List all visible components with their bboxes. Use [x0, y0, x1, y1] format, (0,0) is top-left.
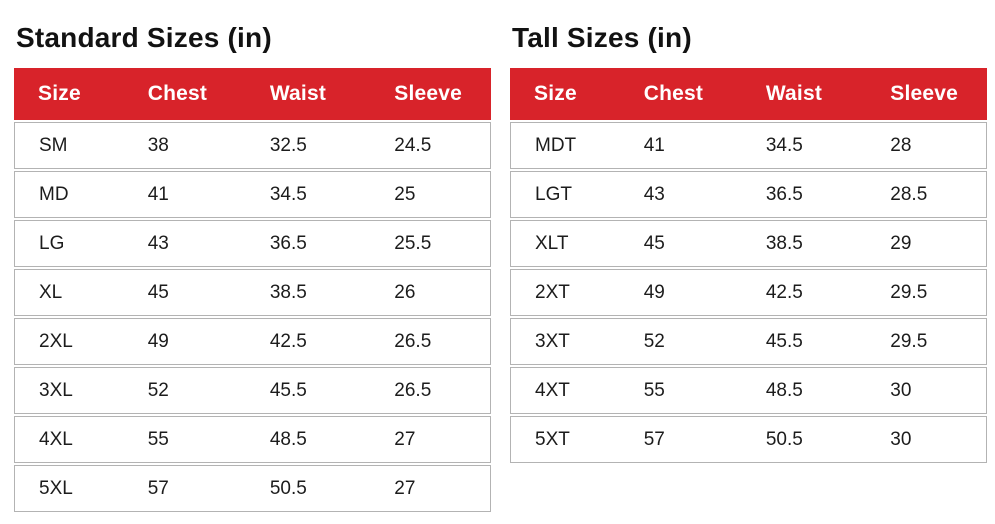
table-cell: 5XL [14, 465, 124, 512]
table-cell: 45.5 [245, 367, 371, 414]
table-cell: 25.5 [370, 220, 491, 267]
column-header: Size [14, 68, 124, 120]
table-cell: 32.5 [245, 122, 371, 169]
table-cell: 42.5 [741, 269, 867, 316]
table-row: 2XL 49 42.5 26.5 [14, 318, 491, 365]
table-cell: 27 [370, 465, 491, 512]
table-cell: 57 [123, 465, 246, 512]
table-row: 5XL 57 50.5 27 [14, 465, 491, 512]
table-cell: 34.5 [741, 122, 867, 169]
table-cell: 38.5 [245, 269, 371, 316]
table-cell: 4XL [14, 416, 124, 463]
table-cell: 25 [370, 171, 491, 218]
standard-sizes-title: Standard Sizes (in) [16, 22, 272, 53]
column-header: Chest [123, 68, 246, 120]
table-row: 3XL 52 45.5 26.5 [14, 367, 491, 414]
table-row: XLT 45 38.5 29 [510, 220, 987, 267]
table-cell: 28 [866, 122, 987, 169]
table-cell: 3XL [14, 367, 124, 414]
table-row: 4XT 55 48.5 30 [510, 367, 987, 414]
table-cell: 24.5 [370, 122, 491, 169]
column-header: Size [510, 68, 620, 120]
table-row: LG 43 36.5 25.5 [14, 220, 491, 267]
column-header: Waist [741, 68, 867, 120]
standard-sizes-table: Size Chest Waist Sleeve SM 38 32.5 24.5 MD 41 34.… [14, 66, 491, 514]
table-cell: 49 [619, 269, 742, 316]
table-cell: 52 [123, 367, 246, 414]
table-cell: MDT [510, 122, 620, 169]
table-cell: 42.5 [245, 318, 371, 365]
table-row: MD 41 34.5 25 [14, 171, 491, 218]
table-cell: 48.5 [741, 367, 867, 414]
table-cell: 45.5 [741, 318, 867, 365]
table-cell: 48.5 [245, 416, 371, 463]
table-cell: 29 [866, 220, 987, 267]
table-cell: SM [14, 122, 124, 169]
column-header: Chest [619, 68, 742, 120]
table-row: 3XT 52 45.5 29.5 [510, 318, 987, 365]
table-cell: XLT [510, 220, 620, 267]
table-cell: 45 [123, 269, 246, 316]
table-cell: MD [14, 171, 124, 218]
table-row: LGT 43 36.5 28.5 [510, 171, 987, 218]
table-cell: 36.5 [741, 171, 867, 218]
tall-sizes-table: Size Chest Waist Sleeve MDT 41 34.5 28 LGT 43 36.… [510, 66, 987, 465]
tall-sizes-title: Tall Sizes (in) [512, 22, 692, 53]
table-cell: LG [14, 220, 124, 267]
table-cell: 43 [123, 220, 246, 267]
table-cell: 55 [123, 416, 246, 463]
table-cell: 29.5 [866, 318, 987, 365]
table-cell: 3XT [510, 318, 620, 365]
table-row: 2XT 49 42.5 29.5 [510, 269, 987, 316]
table-cell: 4XT [510, 367, 620, 414]
tall-sizes-panel: Tall Sizes (in) Size Chest Waist Sleeve MDT… [510, 22, 987, 514]
column-header: Waist [245, 68, 371, 120]
table-cell: 38.5 [741, 220, 867, 267]
table-cell: 55 [619, 367, 742, 414]
table-cell: 41 [619, 122, 742, 169]
table-cell: 34.5 [245, 171, 371, 218]
table-cell: 30 [866, 367, 987, 414]
table-cell: 50.5 [245, 465, 371, 512]
table-cell: 49 [123, 318, 246, 365]
table-cell: 30 [866, 416, 987, 463]
table-cell: 50.5 [741, 416, 867, 463]
table-cell: 5XT [510, 416, 620, 463]
table-cell: XL [14, 269, 124, 316]
column-header: Sleeve [370, 68, 491, 120]
table-cell: 43 [619, 171, 742, 218]
table-cell: 26 [370, 269, 491, 316]
table-cell: 27 [370, 416, 491, 463]
table-cell: 41 [123, 171, 246, 218]
table-cell: 52 [619, 318, 742, 365]
table-cell: 2XT [510, 269, 620, 316]
table-cell: 38 [123, 122, 246, 169]
table-cell: 57 [619, 416, 742, 463]
table-cell: 2XL [14, 318, 124, 365]
table-cell: 36.5 [245, 220, 371, 267]
column-header: Sleeve [866, 68, 987, 120]
table-cell: 45 [619, 220, 742, 267]
table-row: 5XT 57 50.5 30 [510, 416, 987, 463]
table-cell: 26.5 [370, 367, 491, 414]
table-row: 4XL 55 48.5 27 [14, 416, 491, 463]
table-row: MDT 41 34.5 28 [510, 122, 987, 169]
table-cell: 26.5 [370, 318, 491, 365]
table-cell: 28.5 [866, 171, 987, 218]
table-row: SM 38 32.5 24.5 [14, 122, 491, 169]
table-row: XL 45 38.5 26 [14, 269, 491, 316]
standard-sizes-panel: Standard Sizes (in) Size Chest Waist Sleeve… [14, 22, 491, 514]
header-row: Size Chest Waist Sleeve [14, 68, 491, 120]
table-cell: LGT [510, 171, 620, 218]
header-row: Size Chest Waist Sleeve [510, 68, 987, 120]
table-cell: 29.5 [866, 269, 987, 316]
